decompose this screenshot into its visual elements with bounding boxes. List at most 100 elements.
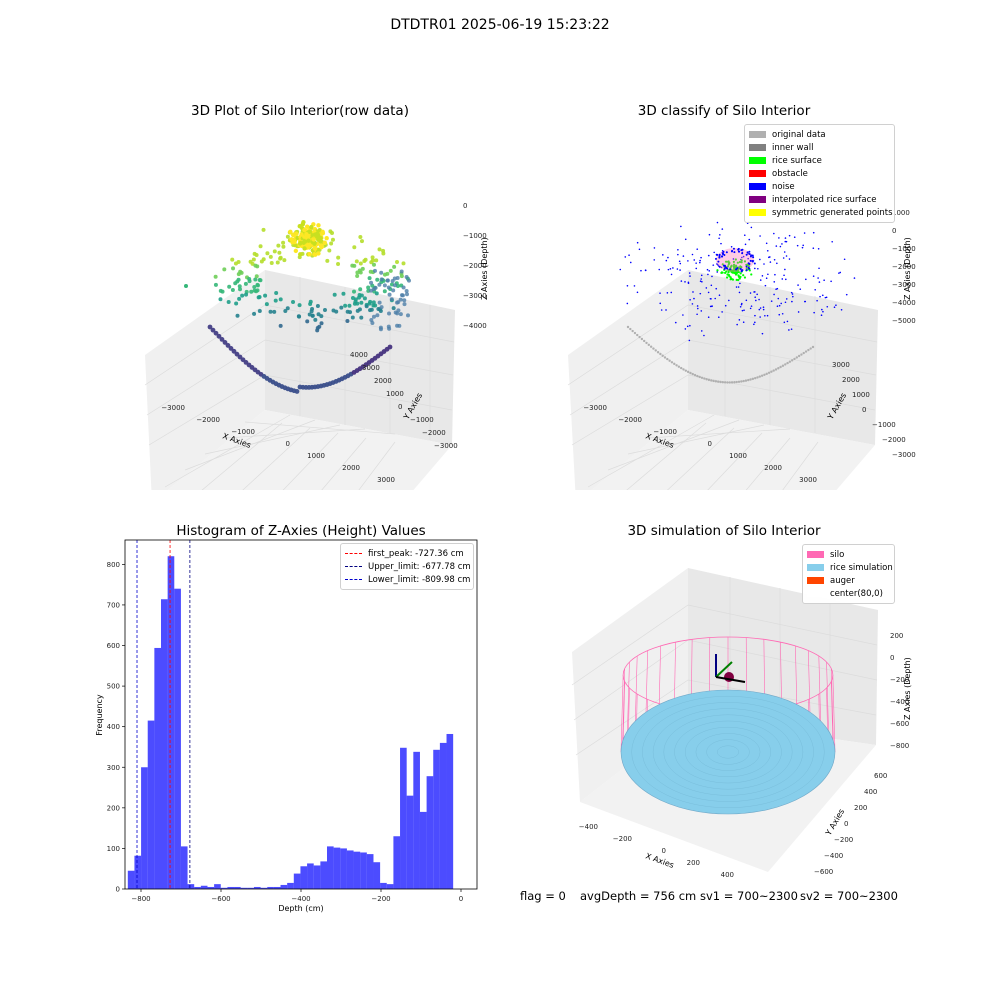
data-point [722, 250, 725, 253]
data-point [699, 280, 702, 282]
x-tick-label: −400 [291, 895, 310, 903]
data-point [736, 261, 739, 264]
raw-axis-ticks: −3000 −2000 −1000 0 1000 2000 3000 4000 3000 2000… [161, 202, 486, 484]
silo-wall-line [674, 642, 676, 699]
y-tick-label: 700 [107, 601, 120, 609]
data-point [306, 238, 311, 243]
data-point [379, 277, 384, 282]
data-point [727, 268, 730, 272]
histogram-bar [413, 751, 420, 889]
x-tick-label: 1000 [729, 452, 747, 460]
data-point [711, 275, 713, 278]
x-tick-label: 0 [286, 440, 290, 448]
data-point [688, 272, 691, 274]
data-point [308, 302, 313, 307]
legend-entry: auger [807, 574, 890, 587]
data-point [236, 277, 241, 282]
data-point [377, 247, 382, 252]
data-point [404, 288, 409, 293]
data-point [660, 309, 663, 311]
data-point [402, 298, 407, 303]
data-point [748, 253, 751, 256]
legend-label: inner wall [772, 142, 814, 153]
data-point [642, 339, 646, 343]
data-point [316, 251, 321, 256]
data-point [726, 267, 729, 270]
data-point [274, 290, 279, 295]
data-point [732, 258, 735, 260]
histogram-bar [386, 884, 394, 889]
data-point [336, 261, 341, 266]
data-point [391, 288, 396, 293]
silo-wall-line [832, 674, 836, 753]
legend-label: noise [772, 181, 795, 192]
data-point [709, 305, 712, 308]
y-tick-label: 0 [862, 406, 866, 414]
data-point [754, 267, 756, 270]
data-point [240, 293, 245, 298]
data-point [331, 308, 336, 313]
legend-swatch [807, 551, 824, 558]
histogram-bar [194, 886, 201, 889]
data-point [645, 341, 648, 345]
data-point [733, 271, 736, 275]
data-point [312, 252, 317, 257]
data-point [252, 284, 257, 289]
histogram-bar [240, 887, 248, 889]
data-point [753, 291, 755, 293]
data-point [783, 274, 785, 277]
classify-point-cloud [619, 218, 856, 384]
data-point [691, 372, 694, 376]
data-point [371, 262, 376, 267]
data-point [310, 313, 315, 318]
y-tick-label: 0 [116, 886, 120, 894]
legend-swatch [749, 144, 766, 151]
data-point [766, 249, 769, 252]
data-point [725, 251, 728, 254]
data-point [670, 291, 673, 294]
x-tick-label: −200 [613, 835, 632, 843]
x-tick-label: 3000 [799, 476, 817, 484]
auger-axis-y [715, 661, 733, 678]
data-point [372, 268, 377, 273]
data-point [261, 227, 266, 232]
data-point [371, 287, 376, 292]
data-point [693, 373, 697, 377]
data-point [730, 250, 733, 253]
data-point [647, 343, 651, 347]
data-point [705, 378, 708, 381]
data-point [699, 292, 702, 295]
histogram-bar [327, 846, 334, 889]
x-tick-label: 400 [721, 871, 734, 879]
histogram-bar [426, 776, 434, 889]
histogram-bar [253, 886, 261, 889]
data-point [406, 278, 411, 283]
data-point [780, 302, 783, 305]
data-point [818, 267, 820, 270]
histogram-bar [419, 811, 427, 889]
data-point [744, 243, 747, 246]
data-point [745, 267, 748, 270]
data-point [712, 379, 715, 383]
data-point [730, 277, 733, 281]
data-point [248, 259, 253, 264]
data-point [767, 371, 771, 374]
data-point [698, 375, 701, 379]
data-point [675, 364, 678, 367]
data-point [653, 247, 656, 249]
data-point [689, 275, 691, 277]
z-tick-label: −4000 [463, 322, 487, 330]
data-point [821, 294, 824, 297]
rice-mesh-line [631, 696, 825, 808]
data-point [800, 353, 803, 356]
data-point [665, 259, 668, 262]
data-point [350, 315, 355, 320]
data-point [281, 240, 286, 245]
data-point [668, 359, 671, 362]
data-point [710, 284, 713, 287]
data-point [302, 227, 307, 233]
data-point [377, 300, 382, 305]
data-point [817, 277, 819, 279]
raw-3d-axes-frame [144, 270, 455, 490]
data-point [753, 376, 757, 380]
